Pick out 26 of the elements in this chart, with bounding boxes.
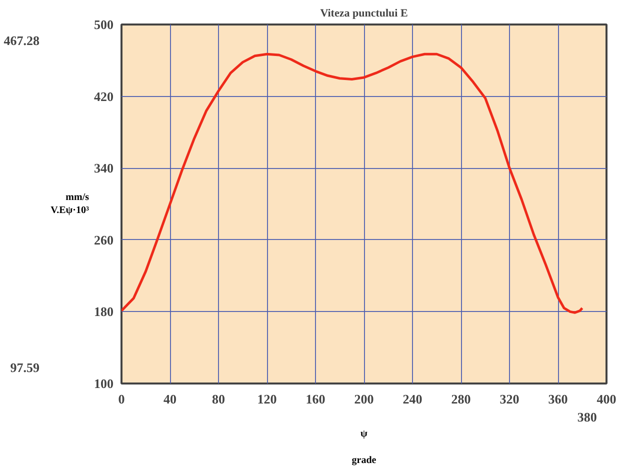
text: mm/s — [66, 192, 90, 203]
line-series — [122, 52, 584, 314]
y-tick-label: 180 — [94, 304, 114, 320]
x-tick-label: 80 — [212, 392, 225, 406]
text: 380 — [577, 410, 597, 424]
y-tick-label: 260 — [94, 232, 114, 248]
y-axis-title: V.Eψ·10³ — [50, 205, 90, 216]
x-axis-title: ψ — [360, 428, 368, 440]
text: grade — [352, 454, 377, 466]
chart-title: Viteza punctului E — [320, 8, 408, 20]
y-tick-label: 500 — [94, 17, 114, 32]
y-tick-label: 340 — [94, 160, 114, 176]
x-tick-label: 360 — [548, 392, 568, 406]
y-tick-label: 100 — [94, 376, 114, 391]
x-tick-label: 400 — [596, 392, 616, 406]
x-tick-label: 200 — [354, 392, 374, 406]
x-tick-label: 320 — [500, 392, 520, 406]
x-tick-label: 160 — [306, 392, 326, 406]
y-tick-label: 420 — [94, 88, 114, 104]
text: 467.28 — [4, 33, 40, 48]
text: 97.59 — [10, 360, 40, 375]
x-tick-label: 0 — [118, 392, 125, 406]
x-tick-label: 240 — [402, 392, 422, 406]
x-tick-label: 40 — [164, 392, 176, 406]
x-tick-label: 280 — [451, 392, 471, 406]
x-tick-label: 120 — [257, 392, 277, 406]
